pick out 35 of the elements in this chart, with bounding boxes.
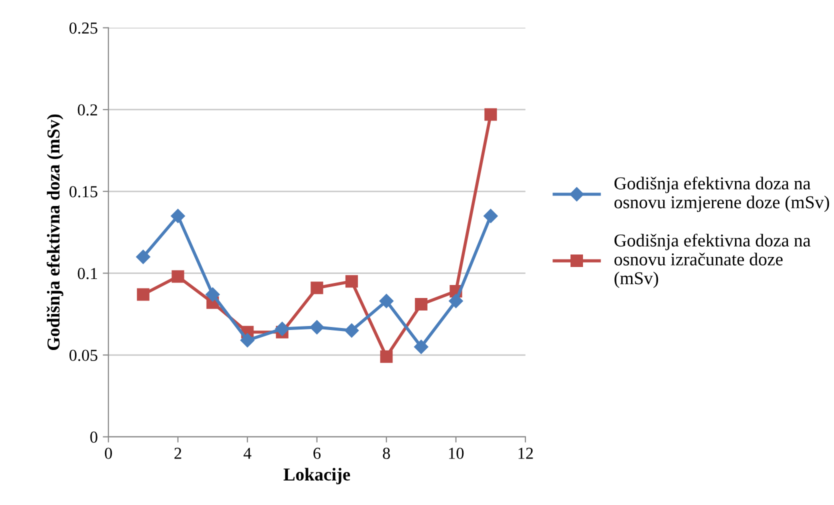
y-tick-label: 0.15 [69,186,98,198]
y-tick-label: 0.1 [78,268,98,280]
point [380,350,393,363]
y-tick-label: 0.25 [69,22,98,34]
point [240,333,254,348]
point [136,250,150,264]
point [414,340,428,354]
point [414,298,428,311]
point [484,208,498,224]
point [136,288,150,301]
legend-label: Godišnja efektivna doza na osnovu izmjerene doze (mSv) [614,176,830,212]
point [379,294,394,308]
x-axis-title: Lokacije [284,468,350,484]
y-tick-label: 0 [90,432,98,443]
point [170,208,185,224]
x-tick-label: 6 [313,448,321,459]
point [275,322,290,336]
y-tick-label: 0.05 [69,350,98,362]
point [448,294,463,308]
point [206,287,220,302]
point [484,108,497,121]
x-tick-label: 4 [244,448,252,459]
x-tick-label: 12 [518,448,533,459]
point [310,282,324,294]
x-tick-label: 10 [449,448,464,459]
point [344,323,359,338]
x-tick-label: 2 [174,448,182,459]
x-tick-label: 0 [104,448,112,459]
legend-label: Godišnja efektivna doza na osnovu izračunate doze (mSv) [614,234,811,288]
y-axis-title: Godišnja efektivna doza (mSv) [46,114,64,350]
point [310,320,324,334]
point [345,275,358,288]
y-tick-label: 0.2 [78,104,98,116]
x-tick-label: 8 [382,448,390,459]
point [172,270,184,283]
